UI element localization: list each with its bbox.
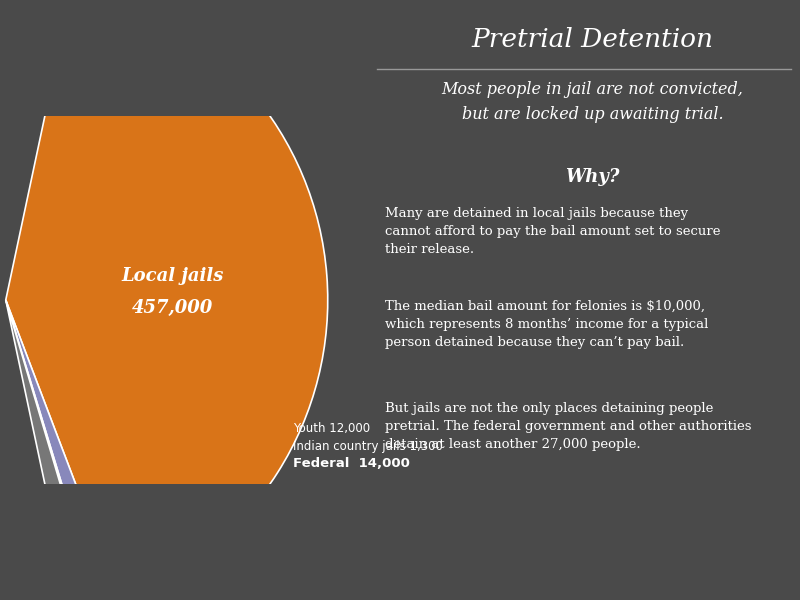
Text: But jails are not the only places detaining people
pretrial. The federal governm: But jails are not the only places detain… (386, 402, 752, 451)
Wedge shape (6, 300, 98, 600)
Text: Pretrial Detention: Pretrial Detention (472, 27, 714, 52)
Text: The median bail amount for felonies is $10,000,
which represents 8 months’ incom: The median bail amount for felonies is $… (386, 300, 709, 349)
Wedge shape (6, 300, 99, 600)
Wedge shape (6, 0, 328, 600)
Wedge shape (6, 300, 120, 600)
Text: Indian country jails 1,300: Indian country jails 1,300 (294, 440, 443, 452)
Text: Youth 12,000: Youth 12,000 (294, 422, 370, 436)
Text: Why?: Why? (566, 168, 620, 186)
Text: Many are detained in local jails because they
cannot afford to pay the bail amou: Many are detained in local jails because… (386, 207, 721, 256)
Wedge shape (6, 0, 328, 600)
Text: Local jails: Local jails (122, 266, 224, 284)
Text: 457,000: 457,000 (132, 299, 214, 317)
Text: Most people in jail are not convicted,
but are locked up awaiting trial.: Most people in jail are not convicted, b… (442, 81, 743, 123)
Text: Federal  14,000: Federal 14,000 (294, 457, 410, 470)
